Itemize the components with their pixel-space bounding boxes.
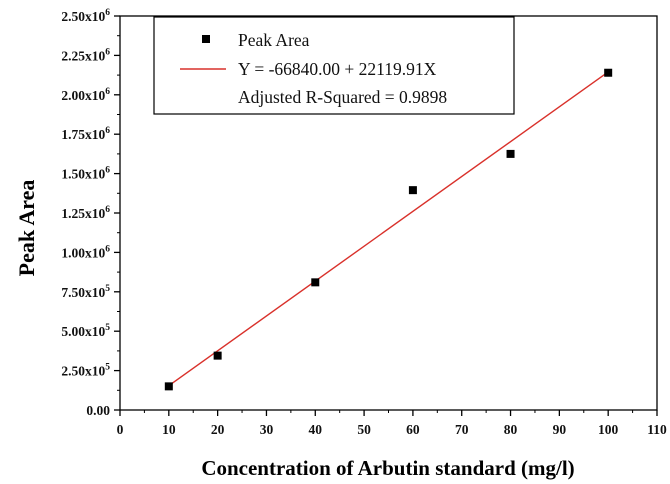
data-point — [408, 186, 417, 195]
y-tick-label: 1.25x106 — [61, 205, 110, 221]
data-point — [604, 68, 613, 77]
data-point — [311, 278, 320, 287]
x-axis-title: Concentration of Arbutin standard (mg/l) — [201, 456, 574, 480]
legend: Peak Area Y = -66840.00 + 22119.91X Adju… — [153, 16, 515, 115]
x-tick-label: 50 — [357, 422, 371, 437]
x-tick-label: 40 — [309, 422, 323, 437]
legend-entry-fit: Y = -66840.00 + 22119.91X — [238, 59, 437, 79]
x-tick-label: 110 — [647, 422, 667, 437]
y-tick-label: 7.50x105 — [61, 284, 110, 300]
y-tick-label: 2.25x106 — [61, 47, 110, 63]
fit-line-layer — [168, 71, 609, 387]
legend-entry-series: Peak Area — [238, 30, 310, 50]
data-point — [213, 351, 222, 360]
x-tick-label: 80 — [504, 422, 518, 437]
y-tick-label: 5.00x105 — [61, 323, 110, 339]
data-point — [164, 382, 173, 391]
x-tick-label: 90 — [553, 422, 567, 437]
x-tick-label: 60 — [406, 422, 420, 437]
x-tick-label: 70 — [455, 422, 469, 437]
x-tick-label: 30 — [260, 422, 274, 437]
y-axis-ticks: 0.00 2.50x105 5.00x105 7.50x105 1.00x106 1.25… — [61, 8, 120, 418]
y-tick-label: 2.00x106 — [61, 87, 110, 103]
y-tick-label: 0.00 — [86, 403, 110, 418]
y-tick-label: 1.75x106 — [61, 126, 110, 142]
legend-marker-square — [202, 35, 210, 43]
y-tick-label: 2.50x105 — [61, 363, 110, 379]
x-tick-label: 10 — [162, 422, 176, 437]
linear-fit-line — [168, 71, 609, 387]
y-axis-title: Peak Area — [14, 180, 39, 277]
data-points — [164, 68, 613, 391]
legend-box — [153, 16, 515, 115]
y-tick-label: 1.50x106 — [61, 166, 110, 182]
y-tick-label: 1.00x106 — [61, 244, 110, 260]
x-tick-label: 0 — [117, 422, 124, 437]
x-axis-ticks: 0 10 20 30 40 50 60 70 80 90 100 110 — [117, 410, 667, 437]
y-tick-label: 2.50x106 — [61, 8, 110, 24]
x-tick-label: 100 — [598, 422, 619, 437]
data-point — [506, 149, 515, 158]
x-tick-label: 20 — [211, 422, 225, 437]
legend-entry-r2: Adjusted R-Squared = 0.9898 — [238, 87, 447, 107]
